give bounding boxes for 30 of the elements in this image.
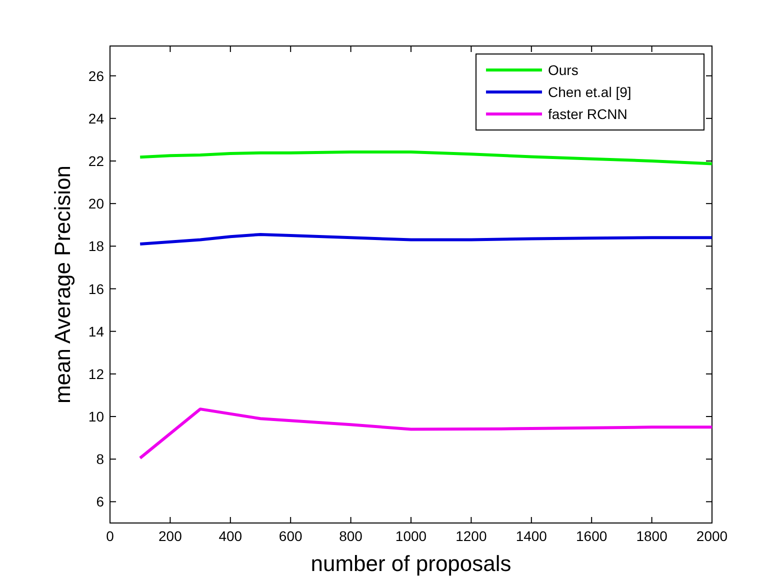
y-tick-label: 26 <box>88 68 104 84</box>
y-tick-label: 10 <box>88 408 104 425</box>
y-tick-label: 6 <box>96 494 104 510</box>
y-tick-label: 20 <box>88 196 104 212</box>
y-tick-label: 8 <box>96 451 104 468</box>
legend-label: Ours <box>548 62 578 78</box>
legend-label: Chen et.al [9] <box>548 84 632 100</box>
y-tick-label: 14 <box>88 323 104 340</box>
y-tick-label: 12 <box>88 366 104 382</box>
y-tick-label: 16 <box>88 280 104 297</box>
x-tick-label: 600 <box>278 528 302 544</box>
legend-label: faster RCNN <box>548 106 628 122</box>
x-tick-label: 1200 <box>456 528 487 544</box>
line-series <box>138 232 714 246</box>
x-tick-label: 0 <box>106 528 114 544</box>
line-series <box>138 408 714 460</box>
x-axis-title: number of proposals <box>310 551 512 576</box>
x-tick-label: 800 <box>339 528 363 544</box>
y-tick-label: 24 <box>88 110 104 126</box>
x-tick-label: 200 <box>158 528 182 544</box>
x-tick-label: 2000 <box>696 528 728 544</box>
x-tick-label: 1000 <box>395 528 427 544</box>
y-axis-title: mean Average Precision <box>50 165 75 404</box>
y-tick-label: 18 <box>88 238 104 254</box>
x-tick-label: 1600 <box>576 528 608 544</box>
x-tick-label: 1400 <box>516 528 548 544</box>
line-series <box>138 150 714 166</box>
y-tick-label: 22 <box>88 152 104 169</box>
x-tick-label: 1800 <box>636 528 668 544</box>
x-tick-label: 400 <box>218 528 242 544</box>
